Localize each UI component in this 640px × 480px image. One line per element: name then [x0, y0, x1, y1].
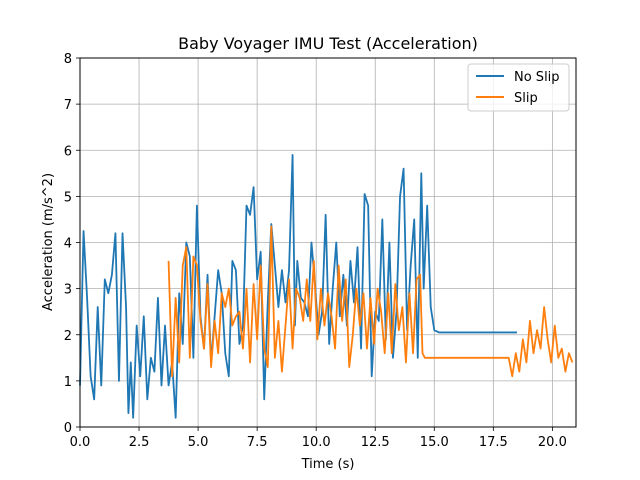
x-tick-label-5-0: 5.0 — [188, 435, 209, 450]
x-tick-label-12-5: 12.5 — [361, 435, 390, 450]
series-layer — [79, 153, 574, 419]
ticks: 0.0 2.5 5.0 7.5 10.0 12.5 15.0 17.5 20.0 0 1 2 3 4 5 6 7… — [64, 52, 567, 450]
y-tick-label-1: 1 — [64, 375, 72, 390]
y-tick-label-5: 5 — [64, 190, 72, 205]
x-tick-label-7-5: 7.5 — [247, 435, 268, 450]
series-line-no-slip — [79, 153, 517, 419]
y-tick-label-4: 4 — [64, 237, 72, 252]
legend-label-slip: Slip — [514, 91, 538, 106]
series-line-slip — [167, 225, 574, 378]
chart-title: Baby Voyager IMU Test (Acceleration) — [178, 34, 478, 53]
x-tick-label-0-0: 0.0 — [70, 435, 91, 450]
x-tick-label-15-0: 15.0 — [420, 435, 449, 450]
y-tick-label-0: 0 — [64, 421, 72, 436]
legend-label-no-slip: No Slip — [514, 70, 560, 85]
x-tick-label-10-0: 10.0 — [302, 435, 331, 450]
x-tick-label-17-5: 17.5 — [479, 435, 508, 450]
y-tick-label-8: 8 — [64, 52, 72, 67]
y-tick-label-3: 3 — [64, 283, 72, 298]
y-tick-label-7: 7 — [64, 98, 72, 113]
y-axis-label: Acceleration (m/s^2) — [41, 173, 56, 311]
legend: No Slip Slip — [467, 63, 570, 112]
x-axis-label: Time (s) — [301, 457, 355, 472]
x-tick-label-20-0: 20.0 — [538, 435, 567, 450]
x-tick-label-2-5: 2.5 — [129, 435, 150, 450]
y-tick-label-2: 2 — [64, 329, 72, 344]
y-tick-label-6: 6 — [64, 144, 72, 159]
